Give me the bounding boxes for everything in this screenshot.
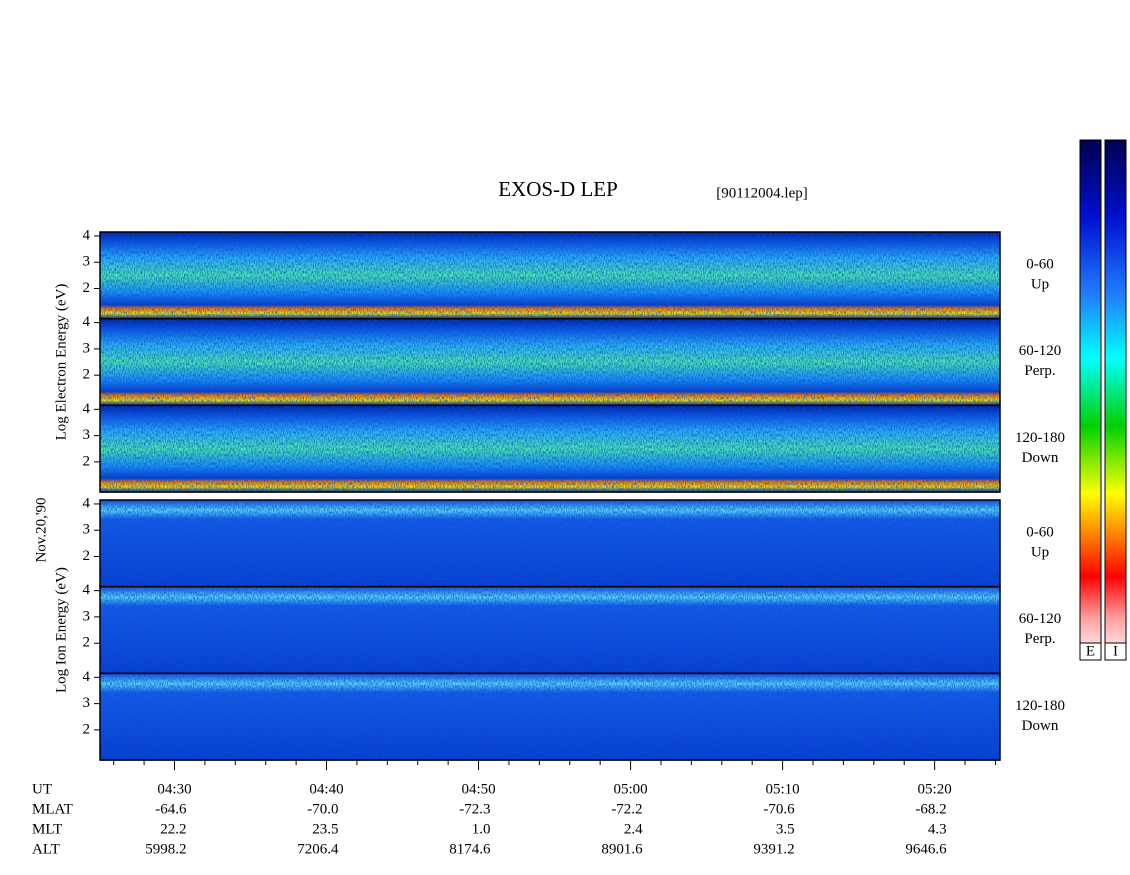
spectrogram-noise	[100, 232, 1000, 319]
channel-sublabel: Down	[1022, 718, 1059, 734]
colorbar-label-box	[1104, 642, 1127, 661]
panel-frame	[99, 672, 1001, 761]
y-tick-label: 3	[83, 427, 91, 443]
y-tick-label: 2	[83, 721, 91, 737]
ephemeris-value: 9646.6	[905, 841, 947, 857]
channel-label: 120-180	[1015, 698, 1065, 714]
ephemeris-value: -70.6	[763, 801, 795, 817]
y-axis-label: Log Ion Energy (eV)	[53, 567, 69, 693]
ephemeris-value: 1.0	[472, 821, 491, 837]
ephemeris-label: ALT	[32, 841, 60, 857]
spectrogram-noise	[100, 405, 1000, 493]
panel-frame	[99, 404, 1001, 493]
ephemeris-value: 23.5	[312, 821, 338, 837]
spectrogram-noise	[100, 500, 1000, 587]
y-tick-label: 4	[83, 314, 91, 330]
ephemeris-value: -72.2	[611, 801, 642, 817]
channel-sublabel: Down	[1022, 450, 1059, 466]
colorbar-e	[1079, 139, 1102, 661]
title: EXOS-D LEP	[498, 177, 618, 201]
ephemeris-value: -64.6	[155, 801, 187, 817]
ephemeris-value: 3.5	[776, 821, 795, 837]
y-tick-label: 4	[83, 495, 91, 511]
y-tick-label: 4	[83, 582, 91, 598]
date: Nov.20,'90	[33, 497, 49, 562]
spectrogram-noise	[100, 586, 1000, 674]
channel-label: 0-60	[1026, 524, 1054, 540]
x-tick-label: 04:40	[309, 781, 343, 797]
colorbar-label-box	[1079, 642, 1102, 661]
y-tick-label: 4	[83, 401, 91, 417]
x-tick-label: 04:30	[157, 781, 191, 797]
channel-sublabel: Up	[1031, 544, 1049, 560]
x-axis-label: UT	[32, 781, 52, 797]
y-tick-label: 3	[83, 608, 91, 624]
channel-label: 60-120	[1019, 343, 1062, 359]
y-tick-label: 2	[83, 635, 91, 651]
x-tick-label: 05:20	[918, 781, 952, 797]
ephemeris-value: -68.2	[915, 801, 946, 817]
ephemeris-value: 8901.6	[601, 841, 643, 857]
channel-sublabel: Perp.	[1024, 363, 1055, 379]
y-tick-label: 2	[83, 280, 91, 296]
channel-label: 0-60	[1026, 256, 1054, 272]
y-tick-label: 2	[83, 453, 91, 469]
ephemeris-value: 2.4	[624, 821, 643, 837]
ephemeris-value: 9391.2	[753, 841, 794, 857]
channel-label: 120-180	[1015, 430, 1065, 446]
y-tick-label: 2	[83, 367, 91, 383]
ephemeris-value: 7206.4	[297, 841, 339, 857]
ephemeris-value: -70.0	[307, 801, 338, 817]
ephemeris-value: 8174.6	[449, 841, 491, 857]
ephemeris-value: 22.2	[160, 821, 186, 837]
ephemeris-label: MLT	[32, 821, 62, 837]
y-tick-label: 3	[83, 254, 91, 270]
x-tick-label: 05:00	[613, 781, 647, 797]
y-axis-label: Log Electron Energy (eV)	[53, 284, 69, 441]
y-tick-label: 2	[83, 548, 91, 564]
ephemeris-value: 5998.2	[145, 841, 186, 857]
ephemeris-value: -72.3	[459, 801, 490, 817]
channel-sublabel: Up	[1031, 276, 1049, 292]
y-tick-label: 3	[83, 340, 91, 356]
ephemeris-value: 4.3	[928, 821, 947, 837]
spectrogram-noise	[100, 318, 1000, 406]
colorbar-label: I	[1113, 643, 1118, 659]
y-tick-label: 3	[83, 695, 91, 711]
y-tick-label: 4	[83, 227, 91, 243]
spectrogram-noise	[100, 673, 1000, 761]
x-tick-label: 05:10	[766, 781, 800, 797]
ephemeris-label: MLAT	[32, 801, 73, 817]
y-tick-label: 3	[83, 522, 91, 538]
x-tick-label: 04:50	[461, 781, 495, 797]
colorbar-label: E	[1086, 643, 1095, 659]
y-tick-label: 4	[83, 669, 91, 685]
channel-label: 60-120	[1019, 611, 1062, 627]
colorbar-i	[1104, 139, 1127, 661]
channel-sublabel: Perp.	[1024, 631, 1055, 647]
file-name: [90112004.lep]	[716, 185, 808, 201]
